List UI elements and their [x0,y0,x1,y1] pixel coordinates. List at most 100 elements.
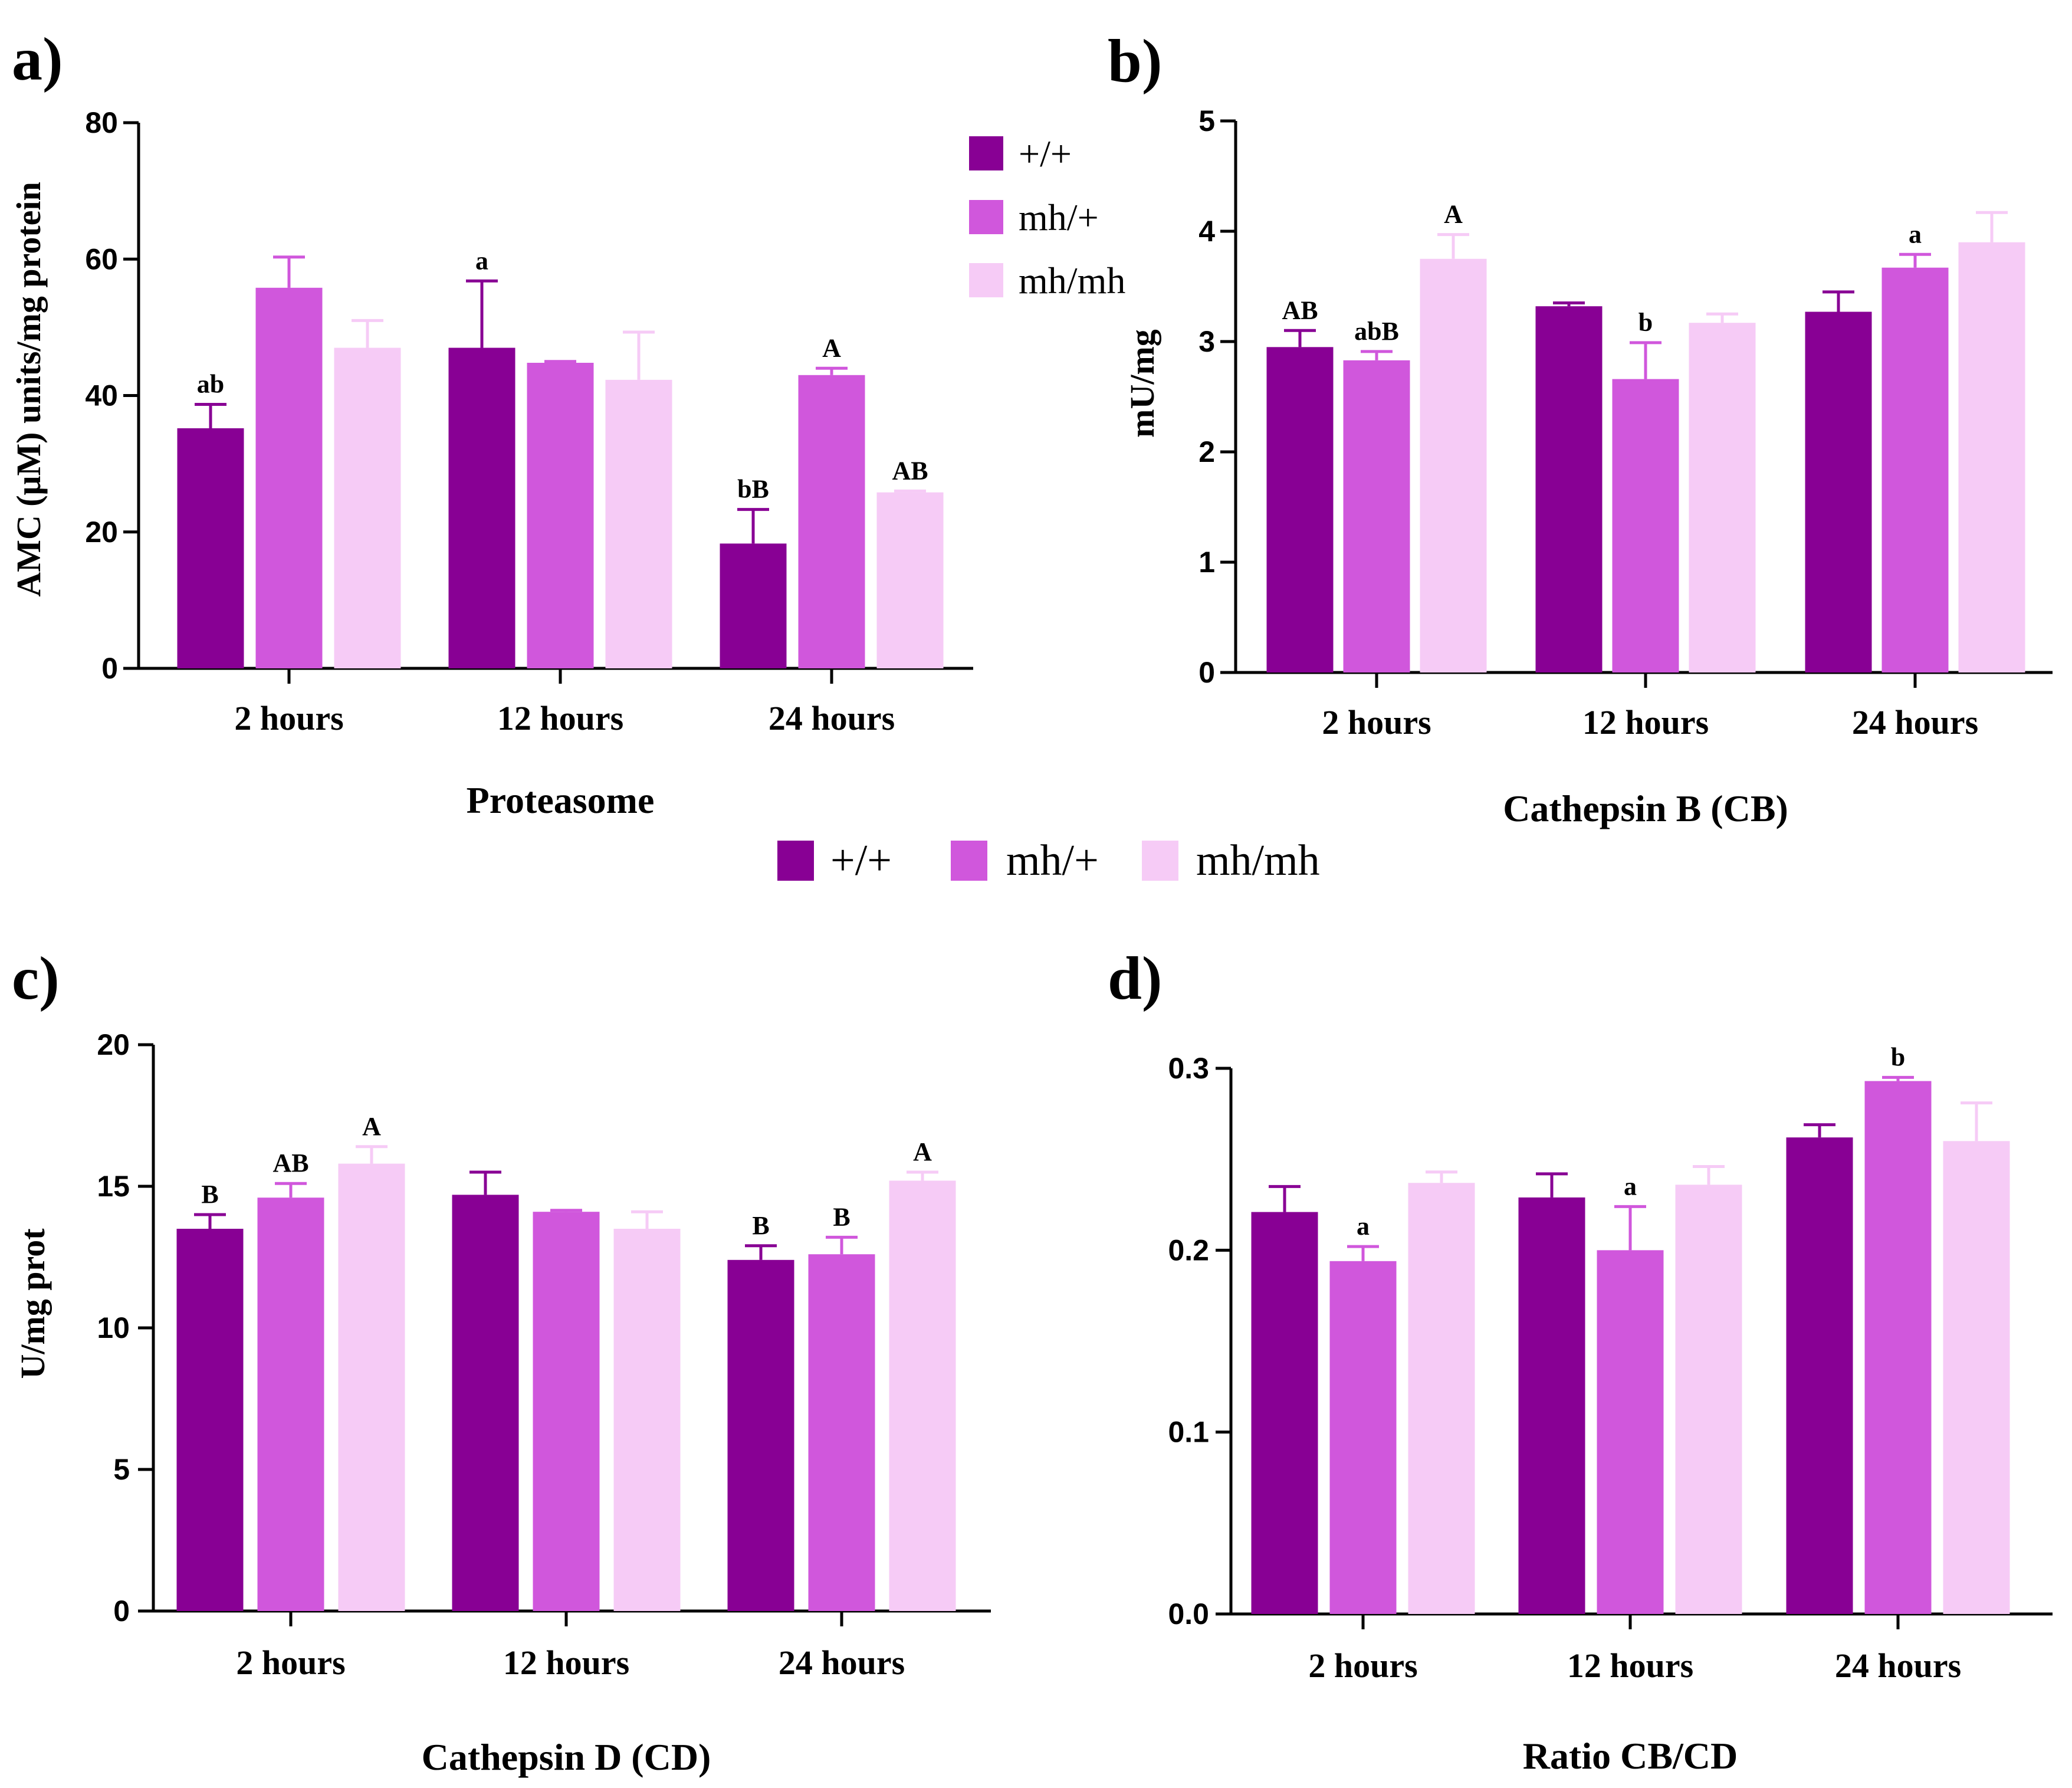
significance-label: B [752,1211,769,1240]
x-axis-title: Cathepsin D (CD) [422,1736,711,1778]
bar [1420,258,1487,672]
bar [1251,1212,1318,1614]
x-tick-label: 12 hours [497,699,623,737]
legend-swatch [969,200,1003,234]
bar [1408,1183,1475,1614]
significance-label: a [1357,1212,1370,1241]
bar [1343,360,1410,672]
y-tick-label: 40 [85,379,118,412]
panel-b: b) 0 1 2 3 4 5 mU/mg 2 hours AB abB A 12 hours b 24 ho… [1108,27,2053,829]
bar [720,543,787,668]
y-tick-label: 0.1 [1168,1416,1209,1449]
bar [338,1163,405,1611]
x-tick-label: 24 hours [769,699,895,737]
bar [255,287,323,668]
bar [452,1195,519,1611]
significance-label: b [1891,1042,1905,1071]
legend-swatch [969,263,1003,297]
significance-label: AB [272,1149,308,1177]
bar [334,347,401,668]
significance-label: ab [197,370,224,399]
significance-label: a [1624,1172,1637,1200]
y-tick-label: 0 [101,652,118,685]
x-tick-label: 12 hours [503,1643,629,1682]
bar [1266,347,1334,672]
legend-label: +/+ [1019,133,1072,175]
bar [808,1254,875,1611]
bar [1597,1250,1664,1614]
bar [527,363,594,668]
significance-label: B [833,1202,850,1231]
y-tick-label: 20 [97,1028,130,1061]
x-tick-label: 24 hours [1835,1646,1961,1685]
legend-panel-a: +/+ mh/+ mh/mh [969,133,1125,301]
x-tick-label: 2 hours [1322,703,1431,742]
y-tick-label: 10 [97,1311,130,1344]
bar [533,1212,600,1611]
y-tick-label: 5 [113,1453,130,1486]
significance-label: b [1638,308,1653,337]
significance-label: a [475,246,488,275]
significance-label: A [1444,200,1463,229]
significance-label: AB [892,456,928,485]
x-tick-label: 24 hours [779,1643,905,1682]
panel-d: d) 0.0 0.1 0.2 0.3 2 hours a 12 hours a 24 hours b… [1108,944,2053,1777]
y-tick-label: 20 [85,516,118,549]
x-tick-label: 2 hours [234,699,343,737]
significance-label: AB [1282,296,1318,324]
y-tick-label: 0 [113,1595,130,1628]
legend-label: +/+ [830,836,892,885]
bar [176,1229,244,1611]
legend-swatch [951,841,987,881]
y-tick-label: 5 [1198,104,1215,137]
legend-label: mh/mh [1019,260,1125,301]
significance-label: A [362,1112,381,1141]
bar [798,375,865,668]
x-tick-label: 2 hours [236,1643,345,1682]
x-tick-label: 2 hours [1308,1646,1417,1685]
significance-label: B [201,1180,218,1209]
significance-label: a [1909,219,1922,248]
x-tick-label: 24 hours [1852,703,1978,742]
bar [177,428,244,668]
panel-label: c) [12,944,60,1012]
y-axis-title: AMC (μM) units/mg protein [9,182,48,597]
panel-a: a) 0 20 40 60 80 AMC (μM) units/mg protein 2 ho… [9,25,973,821]
bar [605,379,672,668]
y-tick-label: 4 [1198,215,1215,248]
legend-label: mh/+ [1006,836,1099,885]
y-tick-label: 3 [1198,325,1215,358]
bar [1535,306,1603,672]
legend-swatch [969,136,1003,170]
bar [1329,1261,1397,1614]
bar [1612,379,1679,672]
panel-label: b) [1108,27,1162,95]
bar [257,1198,324,1611]
y-tick-label: 0.3 [1168,1052,1209,1085]
y-tick-label: 80 [85,106,118,139]
bar [876,492,944,668]
bar [1805,311,1872,672]
significance-label: A [822,333,841,362]
panel-label: a) [12,25,63,93]
bar [889,1180,956,1611]
y-axis-title: U/mg prot [14,1228,52,1379]
bar [1881,267,1949,673]
x-tick-label: 12 hours [1582,703,1709,742]
bar [448,347,515,668]
y-tick-label: 60 [85,242,118,275]
y-tick-label: 0.0 [1168,1597,1209,1630]
y-tick-label: 0 [1198,656,1215,689]
x-tick-label: 12 hours [1567,1646,1693,1685]
bar [613,1229,681,1611]
y-tick-label: 2 [1198,435,1215,468]
x-axis-title: Cathepsin B (CB) [1503,788,1788,829]
significance-label: A [913,1137,932,1166]
bar [1689,323,1756,672]
legend-center: +/+ mh/+ mh/mh [777,836,1320,885]
bar [1518,1197,1585,1614]
legend-label: mh/+ [1019,196,1099,238]
legend-label: mh/mh [1196,836,1320,885]
